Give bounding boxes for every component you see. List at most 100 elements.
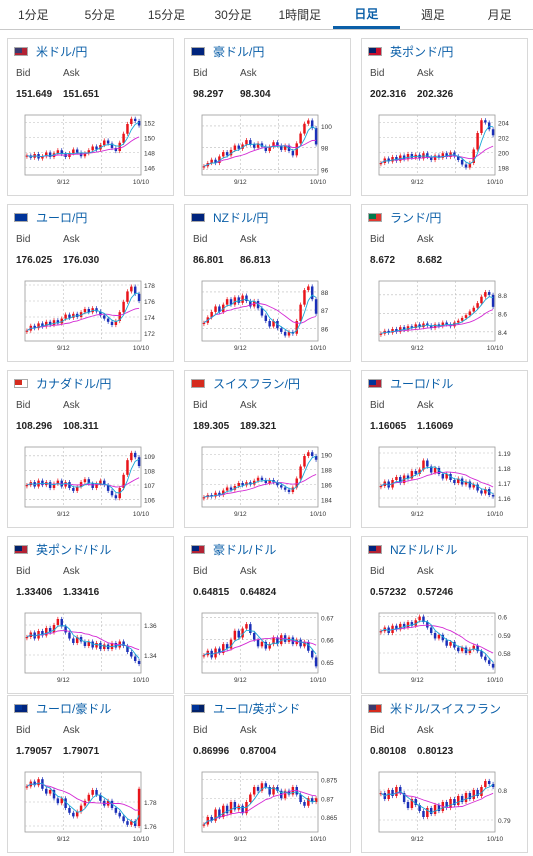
currency-card[interactable]: 豪ドル/円 Bid Ask 98.297 98.304 96 98 100 9/12 10/10 bbox=[184, 38, 351, 196]
pair-name-link[interactable]: ランド/円 bbox=[390, 210, 442, 225]
currency-card[interactable]: 米ドル/円 Bid Ask 151.649 151.651 146 148 150 152 9/1… bbox=[7, 38, 174, 196]
currency-card[interactable]: 米ドル/スイスフラン Bid Ask 0.80108 0.80123 0.79 0.8 9/1… bbox=[361, 695, 528, 853]
card-title[interactable]: ランド/円 bbox=[368, 209, 441, 225]
pair-name-link[interactable]: スイスフラン/円 bbox=[213, 376, 300, 391]
price-chart[interactable]: 0.79 0.8 9/12 10/10 bbox=[373, 768, 523, 852]
price-chart[interactable]: 1.34 1.36 9/12 10/10 bbox=[19, 609, 169, 693]
ma-short-line bbox=[380, 125, 494, 165]
pair-name-link[interactable]: ユーロ/英ポンド bbox=[213, 701, 301, 716]
card-title[interactable]: NZドル/ドル bbox=[368, 541, 457, 557]
price-chart[interactable]: 172 174 176 178 9/12 10/10 bbox=[19, 277, 169, 361]
pair-name-link[interactable]: NZドル/円 bbox=[213, 210, 269, 225]
currency-card[interactable]: スイスフラン/円 Bid Ask 189.305 189.321 184 186 188 190… bbox=[184, 370, 351, 528]
card-title[interactable]: ユーロ/英ポンド bbox=[191, 700, 300, 716]
pair-name-link[interactable]: 英ポンド/円 bbox=[390, 44, 454, 59]
bid-label: Bid bbox=[16, 68, 31, 79]
candle-body bbox=[426, 808, 429, 817]
pair-name-link[interactable]: 豪ドル/ドル bbox=[213, 542, 277, 557]
ask-label: Ask bbox=[63, 68, 80, 79]
currency-card[interactable]: ユーロ/ドル Bid Ask 1.16065 1.16069 1.16 1.17 1.18 1.… bbox=[361, 370, 528, 528]
currency-card[interactable]: 英ポンド/ドル Bid Ask 1.33406 1.33416 1.34 1.36 9/12 1… bbox=[7, 536, 174, 694]
ma-short-line bbox=[380, 620, 494, 663]
price-chart[interactable]: 146 148 150 152 9/12 10/10 bbox=[19, 111, 169, 195]
currency-card[interactable]: NZドル/円 Bid Ask 86.801 86.813 86 87 88 9/12 10/10 bbox=[184, 204, 351, 362]
card-title[interactable]: 豪ドル/ドル bbox=[191, 541, 276, 557]
price-chart[interactable]: 8.4 8.6 8.8 9/12 10/10 bbox=[373, 277, 523, 361]
currency-card[interactable]: ユーロ/豪ドル Bid Ask 1.79057 1.79071 1.76 1.78 9/12 1… bbox=[7, 695, 174, 853]
tab-5min[interactable]: 5分足 bbox=[84, 8, 116, 22]
pair-name-link[interactable]: ユーロ/豪ドル bbox=[36, 701, 112, 716]
candle-body bbox=[110, 143, 114, 148]
price-chart[interactable]: 184 186 188 190 9/12 10/10 bbox=[196, 443, 346, 527]
candle-body bbox=[307, 120, 310, 124]
candle-body bbox=[268, 146, 271, 151]
ask-value: 189.321 bbox=[240, 421, 277, 432]
currency-card[interactable]: ユーロ/英ポンド Bid Ask 0.86996 0.87004 0.865 0.87 0.8… bbox=[184, 695, 351, 853]
price-chart[interactable]: 106 107 108 109 9/12 10/10 bbox=[19, 443, 169, 527]
price-chart[interactable]: 1.76 1.78 9/12 10/10 bbox=[19, 768, 169, 852]
pair-name-link[interactable]: 英ポンド/ドル bbox=[36, 542, 112, 557]
pair-name-link[interactable]: 豪ドル/円 bbox=[213, 44, 265, 59]
x-tick-label: 9/12 bbox=[57, 677, 70, 684]
pair-name-link[interactable]: ユーロ/ドル bbox=[390, 376, 454, 391]
card-title[interactable]: 米ドル/スイスフラン bbox=[368, 700, 501, 716]
y-tick-label: 202 bbox=[498, 136, 509, 143]
ask-value: 1.33416 bbox=[63, 587, 100, 598]
tab-15min[interactable]: 15分足 bbox=[147, 8, 186, 22]
candle-body bbox=[106, 318, 110, 322]
card-title[interactable]: NZドル/円 bbox=[191, 209, 268, 225]
candle-body bbox=[272, 142, 275, 147]
candle-body bbox=[453, 480, 456, 483]
candle-body bbox=[202, 824, 206, 826]
price-chart[interactable]: 0.65 0.66 0.67 9/12 10/10 bbox=[196, 609, 346, 693]
pair-name-link[interactable]: 米ドル/円 bbox=[36, 44, 88, 59]
pair-name-link[interactable]: カナダドル/円 bbox=[36, 376, 112, 391]
card-title[interactable]: 英ポンド/円 bbox=[368, 43, 453, 59]
tab-1hour[interactable]: 1時間足 bbox=[278, 8, 322, 22]
price-chart[interactable]: 0.58 0.59 0.6 9/12 10/10 bbox=[373, 609, 523, 693]
card-title[interactable]: カナダドル/円 bbox=[14, 375, 111, 391]
currency-card[interactable]: ユーロ/円 Bid Ask 176.025 176.030 172 174 176 178 9/1… bbox=[7, 204, 174, 362]
card-title[interactable]: スイスフラン/円 bbox=[191, 375, 300, 391]
currency-card[interactable]: カナダドル/円 Bid Ask 108.296 108.311 106 107 108 109 9… bbox=[7, 370, 174, 528]
tab-1min[interactable]: 1分足 bbox=[17, 8, 49, 22]
candle-body bbox=[433, 155, 437, 160]
candle-body bbox=[406, 475, 410, 479]
candle-body bbox=[399, 787, 402, 793]
tab-monthly[interactable]: 月足 bbox=[487, 8, 512, 22]
candle-body bbox=[429, 157, 433, 160]
card-title[interactable]: 豪ドル/円 bbox=[191, 43, 264, 59]
candle-body bbox=[79, 637, 83, 642]
card-title[interactable]: ユーロ/円 bbox=[14, 209, 87, 225]
tab-weekly[interactable]: 週足 bbox=[421, 8, 446, 22]
currency-card[interactable]: 豪ドル/ドル Bid Ask 0.64815 0.64824 0.65 0.66 0.67 9/… bbox=[184, 536, 351, 694]
card-title[interactable]: 英ポンド/ドル bbox=[14, 541, 111, 557]
y-tick-label: 0.87 bbox=[321, 796, 334, 803]
candle-body bbox=[25, 155, 29, 157]
candle-body bbox=[291, 151, 295, 156]
currency-card[interactable]: 英ポンド/円 Bid Ask 202.316 202.326 198 200 202 204 9/… bbox=[361, 38, 528, 196]
tab-30min[interactable]: 30分足 bbox=[214, 8, 252, 22]
price-chart[interactable]: 86 87 88 9/12 10/10 bbox=[196, 277, 346, 361]
pair-name-link[interactable]: 米ドル/スイスフラン bbox=[390, 701, 501, 716]
candle-body bbox=[214, 306, 217, 312]
x-tick-label: 9/12 bbox=[411, 677, 424, 684]
card-title[interactable]: ユーロ/ドル bbox=[368, 375, 453, 391]
pair-name-link[interactable]: NZドル/ドル bbox=[390, 542, 458, 557]
x-tick-label: 10/10 bbox=[487, 836, 504, 843]
currency-card[interactable]: NZドル/ドル Bid Ask 0.57232 0.57246 0.58 0.59 0.6 9/… bbox=[361, 536, 528, 694]
candle-body bbox=[252, 633, 256, 640]
candle-body bbox=[122, 301, 125, 313]
pair-name-link[interactable]: ユーロ/円 bbox=[36, 210, 88, 225]
currency-card[interactable]: ランド/円 Bid Ask 8.672 8.682 8.4 8.6 8.8 9/12 10/10 bbox=[361, 204, 528, 362]
card-title[interactable]: ユーロ/豪ドル bbox=[14, 700, 111, 716]
candle-body bbox=[210, 495, 213, 497]
ask-value: 8.682 bbox=[417, 255, 443, 266]
price-chart[interactable]: 0.865 0.87 0.875 9/12 10/10 bbox=[196, 768, 346, 852]
price-chart[interactable]: 96 98 100 9/12 10/10 bbox=[196, 111, 346, 195]
price-chart[interactable]: 198 200 202 204 9/12 10/10 bbox=[373, 111, 523, 195]
candle-body bbox=[445, 802, 448, 808]
card-title[interactable]: 米ドル/円 bbox=[14, 43, 87, 59]
price-chart[interactable]: 1.16 1.17 1.18 1.19 9/12 10/10 bbox=[373, 443, 523, 527]
tab-daily[interactable]: 日足 bbox=[333, 0, 400, 29]
